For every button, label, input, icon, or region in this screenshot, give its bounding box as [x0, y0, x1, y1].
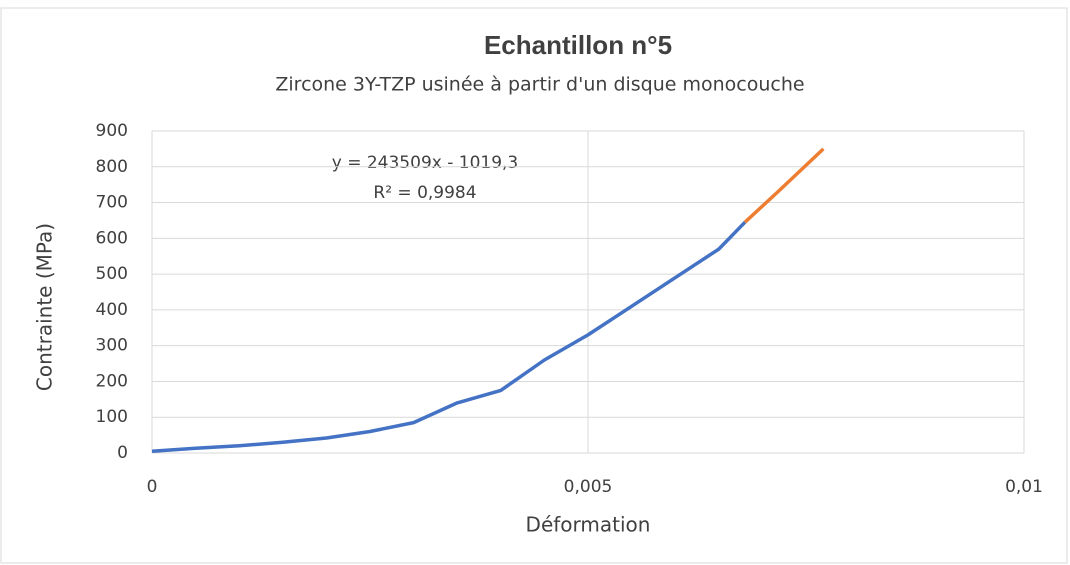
chart-title: Echantillon n°5: [484, 30, 672, 60]
data-line: [743, 147, 825, 224]
y-axis-label: Contrainte (MPa): [33, 223, 57, 391]
y-tick-label: 200: [96, 371, 128, 391]
y-tick-label: 0: [117, 443, 128, 463]
y-tick-label: 700: [96, 193, 128, 213]
y-tick-label: 800: [96, 157, 128, 177]
y-tick-label: 100: [96, 407, 128, 427]
y-tick-label: 500: [96, 264, 128, 284]
y-tick-label: 900: [96, 121, 128, 141]
y-tick-label: 600: [96, 228, 128, 248]
x-axis-label: Déformation: [526, 513, 651, 537]
x-tick-label: 0,005: [564, 477, 613, 497]
chart-subtitle: Zircone 3Y-TZP usinée à partir d'un disq…: [275, 74, 804, 96]
y-tick-label: 400: [96, 300, 128, 320]
y-tick-label: 300: [96, 336, 128, 356]
x-tick-label: 0,01: [1005, 477, 1043, 497]
data-line: [151, 220, 747, 453]
annotation: R² = 0,9984: [373, 183, 476, 203]
x-tick-label: 0: [147, 477, 158, 497]
annotation: y = 243509x - 1019,3: [332, 153, 519, 173]
chart-frame: [0, 7, 1068, 564]
